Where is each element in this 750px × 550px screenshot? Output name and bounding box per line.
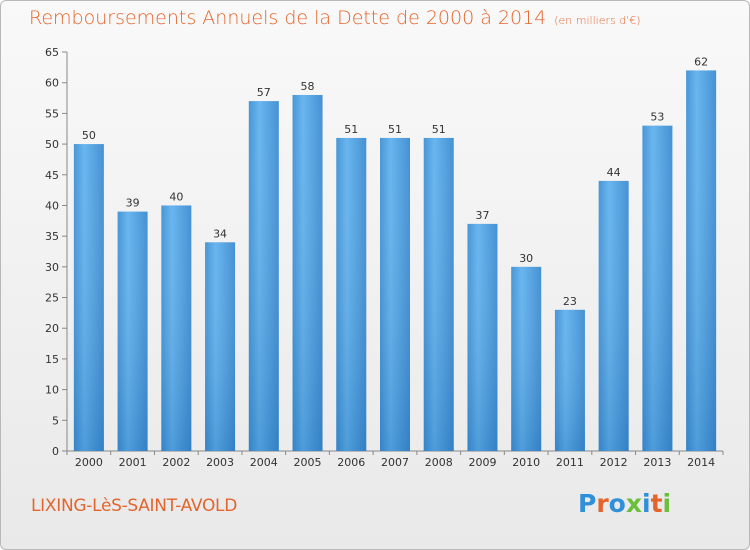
bar-shade	[423, 137, 454, 451]
bar-shade	[686, 70, 717, 452]
x-tick-label: 2012	[600, 456, 628, 469]
data-label: 51	[344, 123, 358, 136]
y-tick-label: 65	[45, 46, 59, 59]
chart-title-text: Remboursements Annuels de la Dette de 20…	[29, 7, 547, 29]
chart-title: Remboursements Annuels de la Dette de 20…	[29, 7, 641, 29]
y-tick-label: 30	[45, 261, 59, 274]
x-tick-label: 2005	[294, 456, 322, 469]
data-label: 58	[301, 80, 315, 93]
y-tick-label: 55	[45, 107, 59, 120]
logo-letter: r	[596, 489, 609, 518]
x-tick-label: 2014	[687, 456, 715, 469]
commune-name: LIXING-LèS-SAINT-AVOLD	[31, 496, 237, 516]
x-tick-label: 2000	[75, 456, 103, 469]
x-tick-label: 2009	[468, 456, 496, 469]
bars	[73, 70, 717, 452]
y-tick-label: 20	[45, 322, 59, 335]
data-label: 62	[694, 55, 708, 68]
data-label: 37	[475, 209, 489, 222]
data-label: 30	[519, 252, 533, 265]
bar-shade	[117, 211, 148, 451]
bar-shade	[467, 223, 498, 451]
y-tick-label: 0	[52, 445, 59, 458]
x-tick-label: 2007	[381, 456, 409, 469]
data-label: 39	[126, 197, 140, 210]
data-label: 50	[82, 129, 96, 142]
bar-shade	[598, 180, 629, 451]
bar-shade	[292, 94, 323, 451]
data-label: 57	[257, 86, 271, 99]
data-label: 23	[563, 295, 577, 308]
x-tick-label: 2001	[119, 456, 147, 469]
proxiti-logo: Proxiti	[578, 489, 671, 518]
x-tick-label: 2004	[250, 456, 278, 469]
x-tick-label: 2013	[643, 456, 671, 469]
data-label: 44	[607, 166, 621, 179]
x-tick-label: 2008	[425, 456, 453, 469]
data-label: 40	[169, 190, 183, 203]
y-tick-label: 5	[52, 414, 59, 427]
data-label: 51	[388, 123, 402, 136]
x-tick-label: 2011	[556, 456, 584, 469]
bar-shade	[642, 125, 673, 452]
bar-shade	[336, 137, 367, 451]
y-tick-label: 45	[45, 169, 59, 182]
logo-letter: t	[650, 489, 663, 518]
bar-shade	[161, 205, 192, 451]
bar-shade	[73, 144, 104, 452]
y-tick-label: 60	[45, 77, 59, 90]
x-tick-label: 2010	[512, 456, 540, 469]
logo-letter: o	[608, 489, 626, 518]
data-label: 51	[432, 123, 446, 136]
data-label: 53	[650, 111, 664, 124]
y-tick-label: 35	[45, 230, 59, 243]
data-labels: 50 39 40 34 57 58 51 51 51 37 30 23 44 53 62	[82, 55, 708, 307]
y-tick-label: 25	[45, 292, 59, 305]
y-tick-label: 50	[45, 138, 59, 151]
logo-letter: i	[642, 489, 651, 518]
bar-shade	[554, 309, 585, 451]
bar-shade	[511, 266, 542, 451]
logo-letter: i	[662, 489, 672, 518]
chart-subtitle: (en milliers d'€)	[554, 14, 641, 27]
y-tick-label: 40	[45, 199, 59, 212]
y-tick-label: 10	[45, 384, 59, 397]
x-tick-label: 2006	[337, 456, 365, 469]
data-label: 34	[213, 227, 227, 240]
x-tick-label: 2003	[206, 456, 234, 469]
y-tick-label: 15	[45, 353, 59, 366]
bar-shade	[248, 101, 279, 451]
x-tick-label: 2002	[162, 456, 190, 469]
logo-letter: P	[578, 489, 597, 518]
bar-shade	[205, 242, 236, 451]
logo-letter: x	[625, 489, 642, 518]
bar-shade	[380, 137, 410, 451]
